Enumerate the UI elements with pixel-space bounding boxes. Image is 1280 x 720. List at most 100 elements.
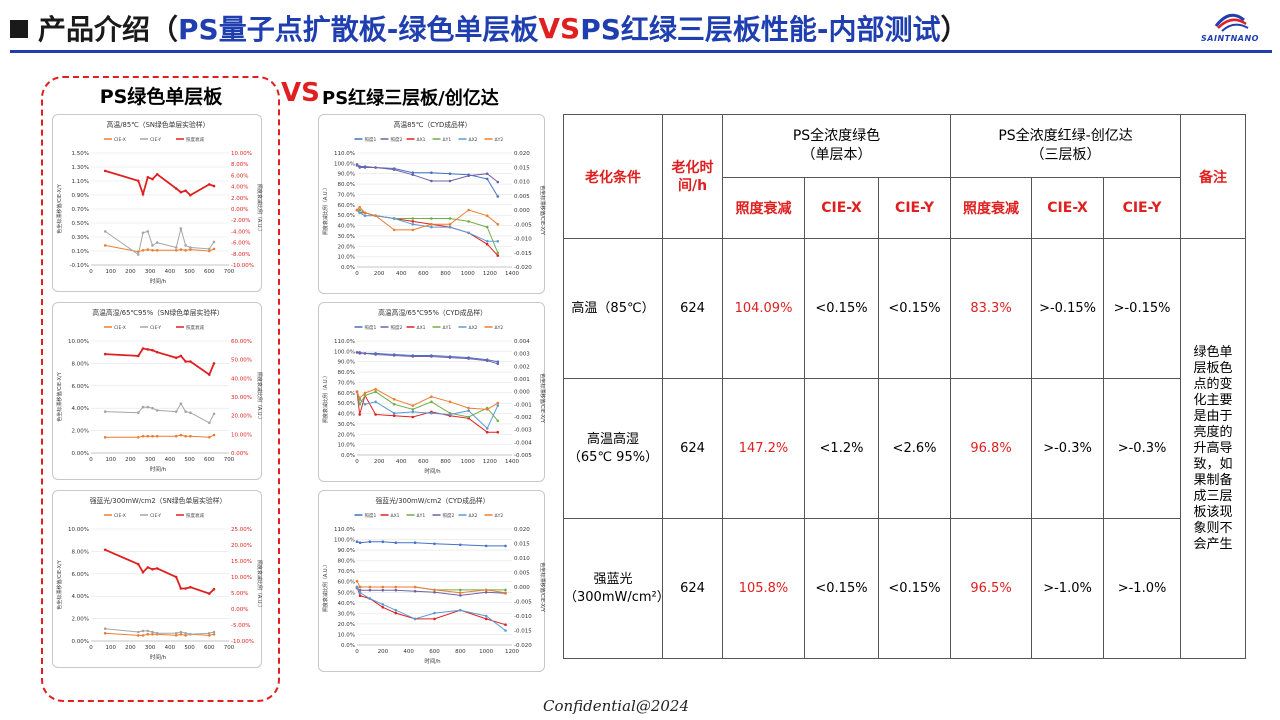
data-point: [448, 217, 452, 220]
data-point: [151, 177, 154, 181]
confidential-footer: Confidential@2024: [542, 697, 690, 715]
series-line-CIE-Y: [105, 402, 215, 424]
y-tick-label: 110.0%: [334, 151, 355, 157]
data-point: [392, 398, 396, 401]
chart-card-right-2: 高温高湿/65℃95%（CYD成品样） 照度1 照度2 ΔX1 ΔY1 ΔX2 ΔY2 0.0…: [318, 302, 546, 482]
y-tick-label: 10.0%: [338, 632, 355, 638]
data-point: [496, 360, 500, 363]
series-line-CIE-X: [105, 434, 215, 438]
y-tick-label: 0.0%: [341, 643, 355, 649]
y2-tick-label: 10.00%: [231, 151, 252, 157]
y2-tick-label: 0.002: [514, 364, 530, 370]
y-axis-label: 照度衰减比例（A.U.）: [322, 185, 329, 235]
data-point: [368, 597, 372, 600]
y-tick-label: 0.90%: [72, 193, 89, 199]
chart-right-humidity: 高温高湿/65℃95%（CYD成品样）照度1 照度2 ΔX1 ΔY1 ΔX2 ΔY2 0.0…: [322, 308, 546, 475]
y2-tick-label: -0.001: [514, 402, 532, 408]
x-tick-label: 0: [355, 459, 359, 465]
data-point: [179, 354, 183, 358]
y2-tick-label: -6.00%: [231, 241, 250, 247]
legend-label: ΔX2: [469, 137, 478, 143]
y2-tick-label: 2.00%: [231, 196, 248, 202]
legend-label: ΔY2: [495, 513, 504, 519]
y-tick-label: 0.0%: [341, 265, 355, 271]
data-point: [184, 249, 187, 252]
data-point: [208, 249, 211, 253]
y-tick-label: 1.30%: [72, 165, 89, 171]
data-point: [355, 351, 359, 354]
green-luminance-value: 147.2%: [722, 378, 805, 519]
data-point: [485, 408, 489, 411]
table-row: 高温（85℃） 624 104.09% <0.15% <0.15% 83.3% …: [563, 238, 1247, 659]
data-point: [496, 401, 500, 405]
chart-card-left-2: 高温高湿/65℃95%（SN绿色单层实验样） CIE-X CIE-Y 照度衰减 0.00…: [52, 302, 263, 480]
y-tick-label: 90.0%: [338, 548, 355, 554]
series-line-照度1: [357, 351, 498, 363]
x-tick-label: 400: [396, 271, 407, 277]
subheader-green-ciex: CIE-X: [804, 177, 879, 239]
data-point: [467, 409, 470, 412]
y2-tick-label: -0.020: [514, 265, 532, 271]
data-point: [358, 352, 361, 355]
data-point: [394, 585, 398, 589]
y2-tick-label: 50.00%: [231, 358, 252, 364]
data-point: [146, 348, 150, 351]
row-condition: 高温（85℃）: [563, 238, 663, 379]
header-red-green-line1: PS全浓度红绿-创亿达: [998, 128, 1133, 144]
data-point: [485, 177, 489, 181]
data-point: [448, 225, 452, 229]
legend-label: CIE-Y: [150, 513, 161, 519]
chart-card-left-3: 强蓝光/300mW/cm2（SN绿色单层实验样） CIE-X CIE-Y 照度衰减 0.…: [52, 490, 263, 668]
legend-label: ΔY1: [443, 137, 452, 143]
chart-title: 强蓝光/300mW/cm2（CYD成品样）: [376, 496, 490, 505]
x-tick-label: 600: [429, 649, 440, 655]
data-point: [151, 434, 154, 438]
header-aging-condition: 老化条件: [563, 114, 663, 239]
series-line-照度1: [356, 541, 506, 547]
x-tick-label: 100: [105, 269, 116, 275]
data-point: [151, 630, 154, 634]
y2-tick-label: -10.00%: [231, 639, 254, 645]
condition-line2: （300mW/cm²）: [564, 589, 670, 605]
data-point: [430, 179, 433, 183]
data-point: [459, 591, 462, 595]
data-point: [496, 254, 500, 257]
data-point: [184, 244, 187, 247]
data-point: [212, 240, 216, 244]
data-point: [184, 410, 187, 413]
x-tick-label: 0: [89, 457, 93, 463]
data-point: [184, 360, 187, 363]
data-point: [174, 187, 178, 190]
y-tick-label: 1.10%: [72, 179, 89, 185]
y2-tick-label: 40.00%: [231, 376, 252, 382]
y2-tick-label: 0.00%: [231, 607, 248, 613]
legend-label: CIE-Y: [150, 325, 161, 331]
y-axis-label: 色坐标漂移值/CIE-X/Y: [56, 183, 63, 233]
y-tick-label: 100.0%: [334, 161, 355, 167]
y2-tick-label: 0.015: [514, 542, 530, 548]
y2-tick-label: 20.00%: [231, 543, 252, 549]
x-tick-label: 200: [378, 649, 389, 655]
data-point: [381, 606, 385, 609]
y-tick-label: 2.00%: [72, 429, 89, 435]
data-point: [374, 166, 377, 169]
green-luminance-value: 105.8%: [722, 518, 805, 659]
data-point: [189, 246, 192, 249]
y2-tick-label: -0.010: [514, 237, 532, 243]
data-point: [137, 630, 140, 634]
title-part-compare: PS红绿三层板性能-内部测试: [580, 13, 941, 46]
data-point: [368, 588, 372, 592]
series-line-ΔX2: [356, 586, 506, 631]
legend-label: ΔY1: [417, 513, 426, 519]
data-point: [137, 253, 140, 256]
data-point: [174, 575, 178, 579]
y-tick-label: 40.0%: [338, 601, 355, 607]
header-aging-time: 老化时间/h: [662, 114, 723, 239]
data-point: [374, 387, 377, 391]
y-tick-label: 30.0%: [338, 611, 355, 617]
x-tick-label: 200: [374, 459, 385, 465]
y2-tick-label: -0.002: [514, 415, 532, 421]
y2-tick-label: 0.010: [514, 556, 530, 562]
data-point: [179, 248, 183, 251]
data-point: [485, 225, 489, 229]
